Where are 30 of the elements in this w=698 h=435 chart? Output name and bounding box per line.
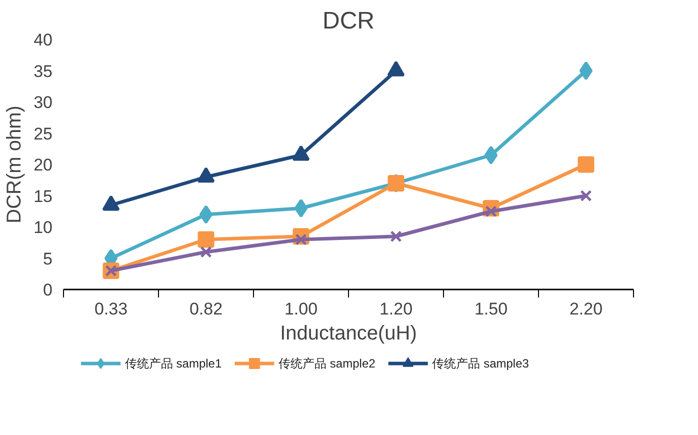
y-tick-label: 0 xyxy=(43,280,53,300)
y-tick-label: 10 xyxy=(34,218,53,237)
y-tick-label: 25 xyxy=(34,124,53,144)
point xyxy=(294,199,308,218)
x-tick-label: 0.82 xyxy=(189,300,223,318)
point xyxy=(579,62,593,80)
point xyxy=(484,146,498,164)
point xyxy=(198,231,214,248)
point xyxy=(200,246,212,258)
point xyxy=(578,156,594,173)
point xyxy=(580,190,592,202)
y-tick-label: 20 xyxy=(34,156,53,174)
x-tick-label: 1.20 xyxy=(379,300,413,318)
point xyxy=(199,205,213,224)
legend-label: 传统产品 sample2 xyxy=(278,356,376,370)
y-tick-label: 15 xyxy=(34,186,53,206)
legend-label: 传统产品 sample1 xyxy=(124,356,222,370)
y-tick-label: 40 xyxy=(34,30,53,50)
x-tick-label: 1.50 xyxy=(474,300,508,318)
y-axis-title: DCR(m ohm) xyxy=(4,106,26,224)
x-tick-label: 0.33 xyxy=(94,300,128,318)
x-tick-label: 2.20 xyxy=(569,300,603,318)
y-tick-label: 35 xyxy=(34,62,53,81)
point xyxy=(390,230,402,242)
y-tick-label: 5 xyxy=(43,249,53,268)
legend-label: 传统产品 sample3 xyxy=(432,356,530,370)
chart-title: DCR xyxy=(322,8,374,34)
x-tick-label: 1.00 xyxy=(284,300,318,318)
x-axis-title: Inductance(uH) xyxy=(280,322,417,344)
y-tick-label: 30 xyxy=(34,93,53,112)
